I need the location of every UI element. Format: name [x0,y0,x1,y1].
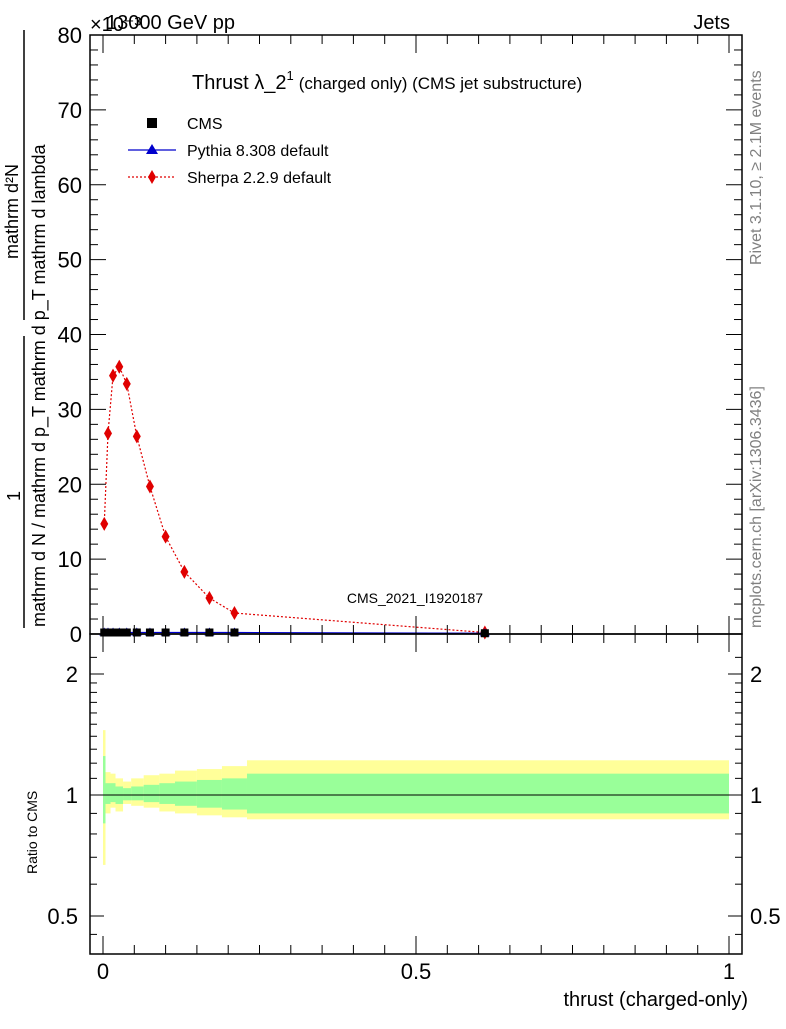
cms-point [145,628,154,637]
ratio-panel-marks [103,730,730,865]
sherpa-point [122,376,131,391]
ratio-green-band-bin [103,756,106,824]
sherpa-point [115,359,124,374]
x-tick-label: 1 [723,959,735,984]
main-y-tick-label: 30 [58,397,82,422]
y-title-fraction-numerator: 1 [4,491,24,501]
ratio-green-band-bin [123,788,132,801]
legend-cms-label: CMS [187,116,223,133]
sherpa-point [104,426,113,441]
sherpa-point [161,529,170,544]
chart-title-main: Thrust λ_2 [192,72,286,94]
cms-point [104,628,113,637]
ratio-green-band-bin [159,783,175,804]
ratio-green-band-bin [174,781,197,806]
cms-point [109,628,118,637]
x-tick-label: 0 [97,959,109,984]
main-y-tick-label: 40 [58,323,82,348]
chart-title-rest: (charged only) (CMS jet substructure) [299,74,582,93]
main-y-tick-label: 20 [58,472,82,497]
main-y-tick-label: 80 [58,23,82,48]
main-panel-ticks: 0 10 20 30 40 50 60 70 80 [58,23,742,647]
x-axis-ticks: 0 0.5 1 [97,35,735,984]
legend-sherpa-marker [148,170,156,184]
main-y-tick-label: 70 [58,98,82,123]
ratio-tick-label-right: 1 [750,783,762,808]
ratio-tick-label-left: 0.5 [47,904,78,929]
main-y-tick-label: 0 [70,622,82,647]
ratio-panel-ticks: 0.5 0.5 1 1 2 2 [47,656,781,935]
cms-point [115,628,124,637]
y-exponent-label: ×10⁻³ [90,14,141,36]
legend: CMS Pythia 8.308 default Sherpa 2.2.9 de… [128,116,332,187]
main-y-tick-label: 60 [58,173,82,198]
sherpa-point [145,479,154,494]
ratio-green-band-bin [105,783,111,804]
ratio-tick-label-right: 0.5 [750,904,781,929]
ratio-green-band-bin [143,784,160,803]
legend-sherpa-label: Sherpa 2.2.9 default [187,170,332,187]
ratio-tick-label-left: 2 [66,662,78,687]
ratio-green-band-bin [246,773,730,814]
cms-point [205,628,214,637]
x-axis-title: thrust (charged-only) [563,989,748,1011]
main-y-title: 1 mathrm d N / mathrm d p_T mathrm d p_T… [2,30,50,628]
sherpa-point [100,516,109,531]
cms-point [122,628,131,637]
ratio-tick-label-right: 2 [750,662,762,687]
legend-pythia-label: Pythia 8.308 default [187,143,329,160]
ratio-y-title: Ratio to CMS [24,791,40,874]
legend-pythia-marker [146,144,158,154]
analysis-watermark: CMS_2021_I1920187 [347,590,483,606]
mcplots-label: mcplots.cern.ch [arXiv:1306.3436] [748,386,765,628]
sherpa-point [205,591,214,606]
main-y-tick-label: 50 [58,248,82,273]
rivet-label: Rivet 3.1.10, ≥ 2.1M events [748,70,765,265]
category-label: Jets [693,12,730,34]
sherpa-point [180,564,189,579]
pythia-line [104,631,485,634]
ratio-green-band-bin [221,778,247,810]
chart-title: Thrust λ_21 (charged only) (CMS jet subst… [192,68,582,94]
ratio-green-band-bin [110,783,116,803]
y-title-numerator: mathrm d²N [2,164,22,259]
cms-point [132,628,141,637]
ratio-green-band-bin [196,779,222,808]
sherpa-line [103,365,485,634]
sherpa-point [230,606,239,621]
cms-point [180,628,189,637]
main-y-tick-label: 10 [58,547,82,572]
y-title-fraction-denominator: mathrm d N / mathrm d p_T mathrm d p_T m… [29,144,50,627]
ratio-tick-label-left: 1 [66,783,78,808]
energy-label: 13000 GeV pp [106,12,235,34]
cms-point [230,628,239,637]
sherpa-point [109,368,118,383]
sherpa-point [132,429,141,444]
chart-title-sup: 1 [286,68,293,83]
ratio-green-band-bin [131,786,144,801]
legend-cms-marker [147,118,157,128]
x-tick-label: 0.5 [401,959,432,984]
